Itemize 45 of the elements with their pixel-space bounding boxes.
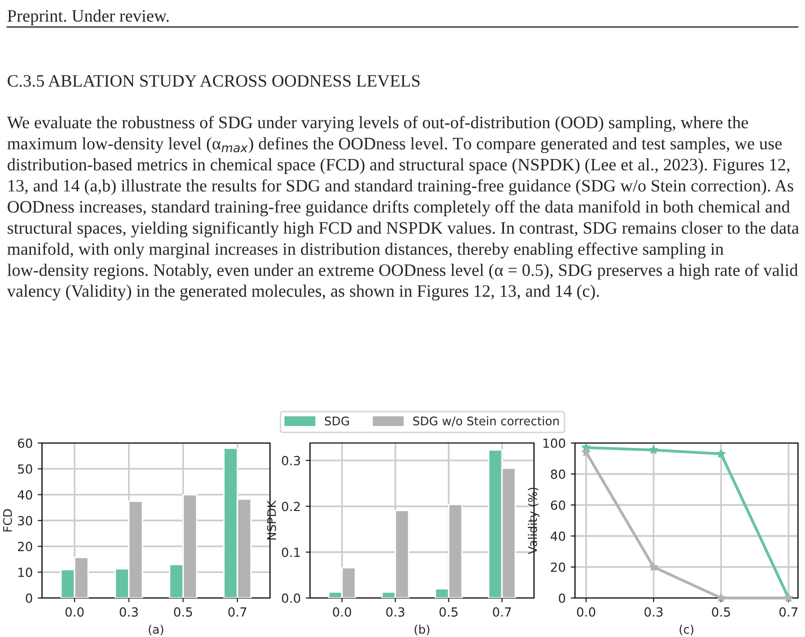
x-tick-label: 0.5 [174, 607, 192, 617]
y-tick-label: 0.0 [282, 593, 300, 603]
x-tick-label: 0.7 [228, 607, 246, 617]
x-tick-label: 0.0 [332, 607, 352, 617]
y-axis-title: NSPDK [267, 500, 276, 540]
x-tick-label: 0.0 [65, 607, 84, 617]
y-tick-label: 40 [18, 490, 32, 500]
legend-label: SDG [324, 416, 349, 426]
point [716, 593, 726, 602]
y-tick-label: 20 [550, 562, 566, 572]
y-tick-label: 20 [18, 542, 32, 552]
y-tick-label: 80 [550, 469, 566, 479]
x-axis-title: (c) [680, 624, 694, 636]
x-tick-label: 0.3 [386, 607, 404, 617]
x-axis-title: (a) [148, 624, 164, 636]
y-tick-label: 40 [550, 531, 566, 541]
point [716, 448, 726, 458]
y-tick-label: 0.3 [282, 456, 300, 466]
point [648, 562, 658, 572]
x-tick-label: 0.3 [644, 607, 663, 617]
x-tick-label: 0.5 [440, 607, 458, 617]
y-tick-label: 50 [18, 464, 32, 474]
x-tick-label: 0.7 [779, 607, 798, 617]
y-tick-label: 60 [18, 438, 32, 448]
y-tick-label: 10 [18, 568, 32, 578]
y-tick-label: 0 [558, 593, 566, 603]
y-tick-label: 60 [550, 500, 566, 510]
point [581, 447, 591, 456]
y-tick-label: 30 [18, 516, 32, 526]
y-axis-title: FCD [3, 509, 12, 532]
y-tick-label: 0.1 [282, 548, 300, 558]
x-tick-label: 0.0 [577, 607, 596, 617]
text: Preprint. Under review. [8, 10, 169, 26]
y-tick-label: 100 [543, 438, 566, 448]
x-axis-title: (b) [414, 624, 430, 636]
y-tick-label: 0.2 [282, 502, 300, 512]
legend-label: SDG w/o Stein correction [413, 416, 559, 426]
y-axis-title: Validity (%) [528, 488, 540, 554]
x-tick-label: 0.3 [120, 607, 138, 617]
text: We evaluate the robustness of SDG under varying levels of out-of-distribution (OOD) sampling, where the maximum low-density level (α$_{max}$) defines the OODness level. To compare generated and test samples, we use distribution-based metrics in chemical space (FCD) and structural space (NSPDK) (Lee et al., 2023). Figures 12, 13, and 14 (a,b) illustrate the results for SDG and standard training-free guidance (SDG w/o Stein correction). As OODness increases, standard training-free guidance drifts completely off the data manifold in both chemical and structural spaces, yielding significantly high FCD and NSPDK values. In contrast, SDG remains closer to the data manifold, with only marginal increases in distribution distances, thereby enabling effective sampling in low-density regions. Notably, even under an extreme OODness level (α = 0.5), SDG preserves a high rate of valid valency (Validity) in the generated molecules, as shown in Figures 12, 13, and 14 (c). [7, 116, 799, 300]
y-tick-label: 0 [26, 593, 32, 603]
x-tick-label: 0.5 [712, 607, 730, 617]
point [648, 445, 658, 454]
x-tick-label: 0.7 [492, 607, 511, 617]
text: C.3.5 ABLATION STUDY ACROSS OODNESS LEVELS [8, 75, 420, 87]
